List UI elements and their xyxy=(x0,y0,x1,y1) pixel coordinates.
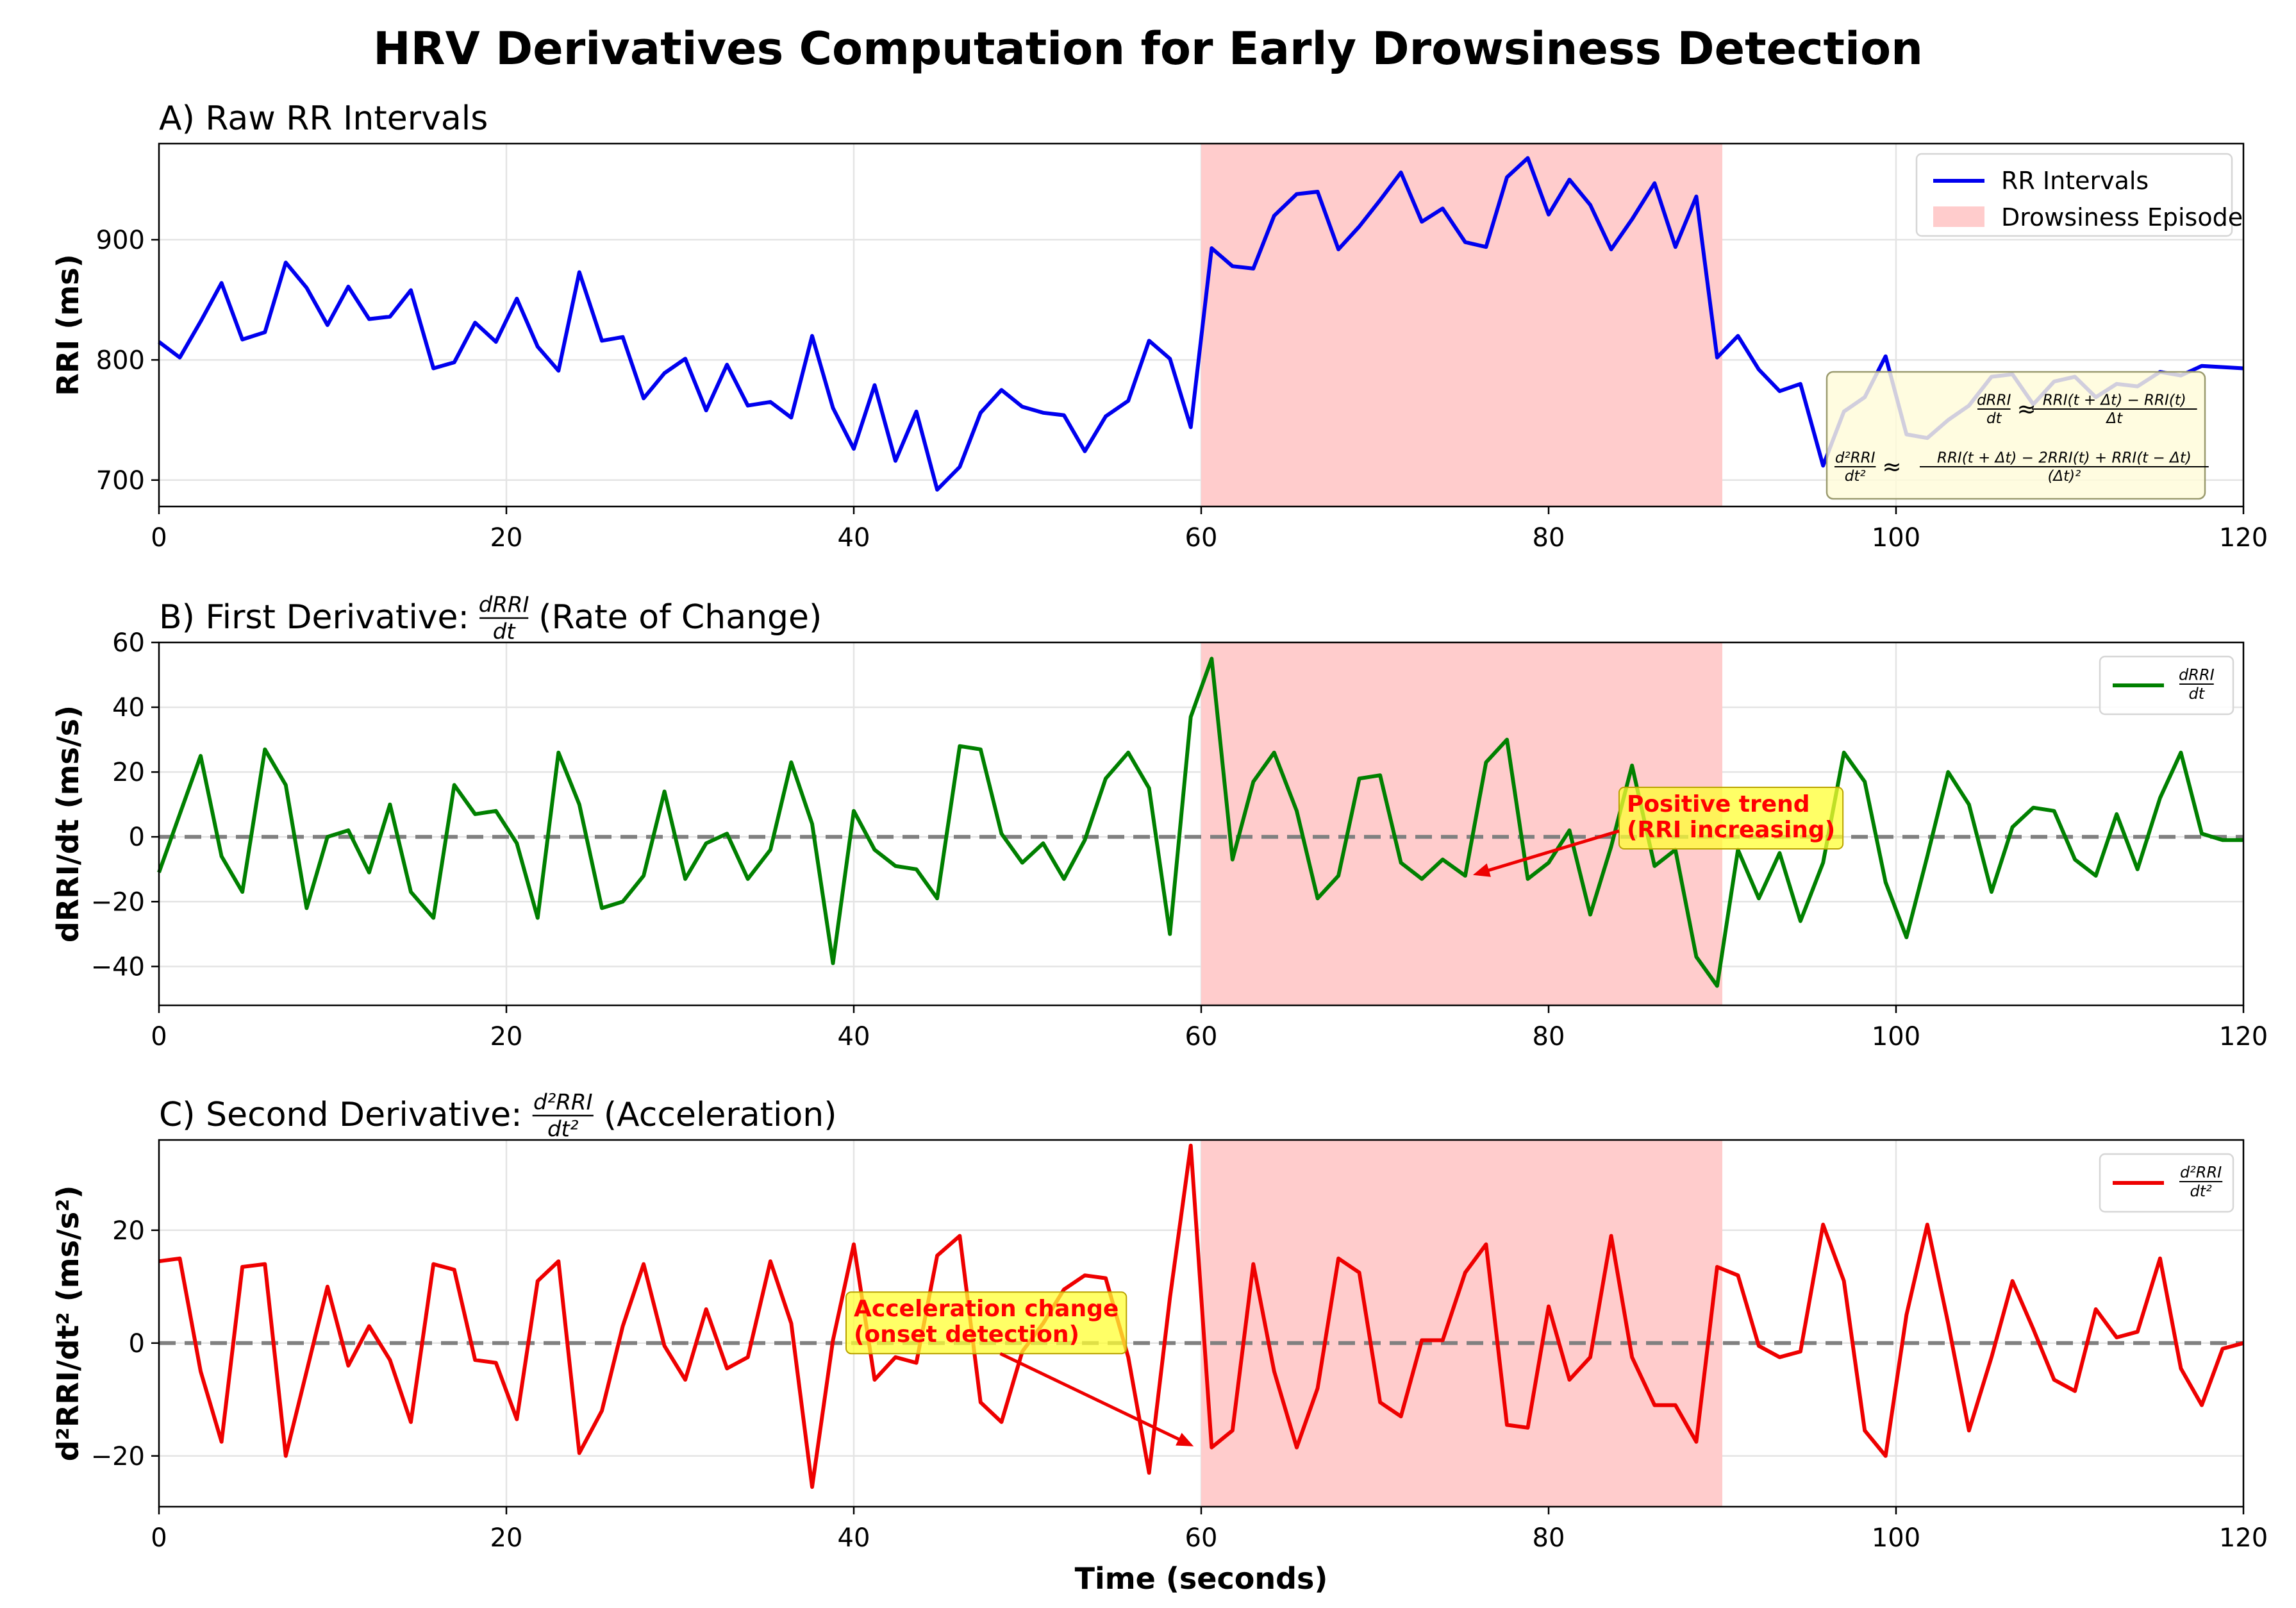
x-tick-label: 60 xyxy=(1185,1022,1218,1051)
x-tick-label: 120 xyxy=(2219,523,2268,553)
legend-label-rr: RR Intervals xyxy=(2001,167,2149,195)
legend-box xyxy=(2099,1153,2234,1213)
panel-title-fraction-numerator: d²RRI xyxy=(533,1089,593,1115)
formula-second-rhs-denominator: (Δt)² xyxy=(2047,468,2081,485)
annotation-arrow-shaft xyxy=(999,1352,1186,1444)
x-tick-label: 0 xyxy=(151,1022,167,1051)
y-tick-label: 900 xyxy=(96,226,145,255)
y-tick-label: 40 xyxy=(112,693,145,723)
annotation: Acceleration change(onset detection) xyxy=(845,1291,1194,1446)
series-line-c xyxy=(158,1143,2244,1489)
x-tick-label: 20 xyxy=(490,523,523,553)
legend-label-numerator: d²RRI xyxy=(2180,1163,2222,1181)
y-axis-label: d²RRI/dt² (ms/s²) xyxy=(51,1185,85,1462)
x-tick-label: 40 xyxy=(838,1523,870,1553)
formula-first-rhs-numerator: RRI(t + Δt) − RRI(t) xyxy=(2043,392,2186,409)
y-tick-label: 60 xyxy=(112,628,145,658)
legend-label-numerator: dRRI xyxy=(2179,666,2215,683)
legend-label-denominator: dt² xyxy=(2190,1182,2212,1200)
x-tick-label: 20 xyxy=(490,1523,523,1553)
legend-swatch-drowsiness xyxy=(1933,206,1984,227)
formula-first-lhs-denominator: dt xyxy=(1986,410,2002,427)
formula-second-relation: ≈ xyxy=(1882,454,1901,480)
panel-title: A) Raw RR Intervals xyxy=(159,99,488,138)
annotation-arrow-head xyxy=(1472,863,1491,877)
x-tick-label: 100 xyxy=(1872,523,1920,553)
y-axis-label: RRI (ms) xyxy=(51,254,85,396)
formula-second-rhs-numerator: RRI(t + Δt) − 2RRI(t) + RRI(t − Δt) xyxy=(1937,450,2192,467)
panel-title-prefix: B) First Derivative: xyxy=(159,598,469,637)
formula-first-lhs-numerator: dRRI xyxy=(1977,392,2011,409)
x-tick-label: 40 xyxy=(838,1022,870,1051)
x-tick-label: 120 xyxy=(2219,1022,2268,1051)
panel-a: 0 20 40 60 80 100 120 700 800 900 RRI (ms) A) Raw R… xyxy=(51,99,2268,553)
figure-title: HRV Derivatives Computation for Early Dr… xyxy=(373,22,1923,75)
annotation-line-1: Positive trend xyxy=(1627,791,1810,817)
annotation-arrow-head xyxy=(1176,1432,1194,1446)
x-tick-label: 100 xyxy=(1872,1022,1920,1051)
legend: dRRI dt xyxy=(2099,655,2234,716)
x-tick-label: 80 xyxy=(1533,1523,1565,1553)
x-tick-label: 80 xyxy=(1533,1022,1565,1051)
formula-second-lhs-numerator: d²RRI xyxy=(1835,450,1876,467)
series-line-b xyxy=(157,657,2243,988)
legend-label-denominator: dt xyxy=(2189,685,2206,703)
panel-title-fraction-denominator: dt² xyxy=(547,1116,579,1142)
y-tick-label: 800 xyxy=(96,346,145,375)
legend-box xyxy=(2099,655,2234,716)
legend-box xyxy=(1915,153,2233,237)
x-tick-label: 20 xyxy=(490,1022,523,1051)
x-tick-label: 80 xyxy=(1533,523,1565,553)
annotation-arrow-shaft xyxy=(1482,829,1620,874)
panel-title-fraction-denominator: dt xyxy=(493,619,517,644)
x-tick-label: 40 xyxy=(838,523,870,553)
panel-title-suffix: (Rate of Change) xyxy=(538,598,822,637)
annotation-box xyxy=(1618,787,1844,850)
y-tick-label: −20 xyxy=(91,887,145,917)
y-tick-label: −20 xyxy=(91,1442,145,1471)
legend: RR Intervals Drowsiness Episode xyxy=(1915,153,2243,237)
panel-title-suffix: (Acceleration) xyxy=(604,1096,837,1134)
x-tick-label: 0 xyxy=(151,1523,167,1553)
y-tick-label: −40 xyxy=(91,952,145,982)
formula-second-lhs-denominator: dt² xyxy=(1845,468,1866,485)
x-tick-label: 100 xyxy=(1872,1523,1920,1553)
panel-b: 0 20 40 60 80 100 120 −40 −20 0 20 40 60 dRRI/dt (ms/… xyxy=(51,592,2268,1051)
annotation: Positive trend(RRI increasing) xyxy=(1472,787,1844,877)
annotation-line-1: Acceleration change xyxy=(854,1296,1119,1322)
y-tick-label: 0 xyxy=(129,1329,145,1359)
drowsiness-region xyxy=(1201,1140,1722,1507)
y-tick-label: 20 xyxy=(112,758,145,787)
x-tick-label: 0 xyxy=(151,523,167,553)
y-tick-label: 700 xyxy=(96,466,145,496)
y-axis-label: dRRI/dt (ms/s) xyxy=(51,705,85,942)
annotation-line-2: (onset detection) xyxy=(854,1321,1079,1348)
annotation-box xyxy=(845,1291,1127,1355)
x-tick-label: 60 xyxy=(1185,1523,1218,1553)
formula-first-rhs-denominator: Δt xyxy=(2105,410,2123,427)
y-tick-label: 0 xyxy=(129,823,145,852)
panel-title-fraction-numerator: dRRI xyxy=(479,592,529,617)
x-tick-label: 60 xyxy=(1185,523,1218,553)
y-tick-label: 20 xyxy=(112,1216,145,1246)
annotation-line-2: (RRI increasing) xyxy=(1627,817,1835,843)
legend-label-drowsiness: Drowsiness Episode xyxy=(2001,203,2243,231)
x-axis-label: Time (seconds) xyxy=(1075,1561,1328,1596)
panel-c: 0 20 40 60 80 100 120 −20 0 20 d²RRI/dt² (ms/s²) Ti… xyxy=(51,1089,2268,1596)
panel-title-prefix: C) Second Derivative: xyxy=(159,1096,522,1134)
x-tick-label: 120 xyxy=(2219,1523,2268,1553)
